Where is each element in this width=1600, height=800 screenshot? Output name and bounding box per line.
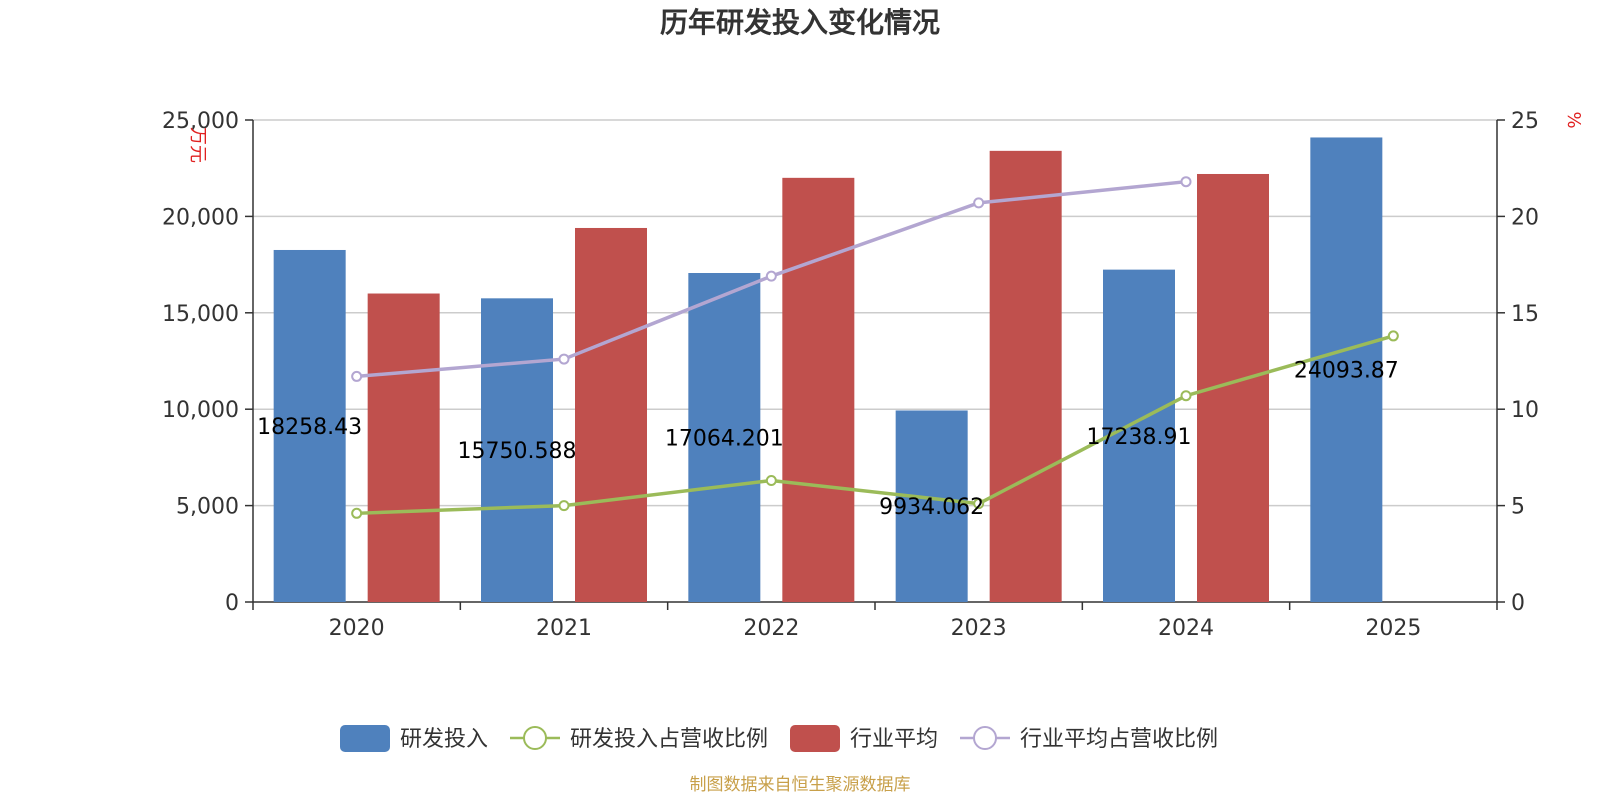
- bar-industry-2020: [367, 293, 440, 602]
- x-tick-label: 2020: [329, 616, 385, 641]
- legend: 研发投入 研发投入占营收比例 行业平均 行业平均占营收比例: [340, 725, 1218, 752]
- right-axis: 0 5 10 15 20 25: [1496, 109, 1539, 616]
- x-tick-label: 2021: [536, 616, 592, 641]
- left-tick-label: 10,000: [162, 398, 239, 423]
- line-point-1: [973, 498, 985, 510]
- right-tick-label: 20: [1511, 205, 1539, 230]
- data-label-2022: 17064.201: [665, 427, 784, 452]
- data-label-2021: 15750.588: [458, 439, 577, 464]
- x-axis: 2020 2021 2022 2023 2024 2025: [252, 601, 1498, 641]
- data-labels: 18258.43 15750.588 17064.201 9934.062 17238.…: [257, 359, 1399, 521]
- bar-rd-2022: [688, 273, 761, 602]
- line-point-1: [351, 507, 363, 519]
- bar-industry-2023: [989, 150, 1062, 602]
- legend-label-3: 行业平均占营收比例: [1020, 727, 1218, 752]
- source-note: 制图数据来自恒生聚源数据库: [690, 775, 911, 795]
- left-tick-label: 20,000: [162, 205, 239, 230]
- legend-swatch-marker-3: [973, 726, 997, 750]
- data-label-2024: 17238.91: [1087, 425, 1192, 450]
- left-tick-label: 0: [225, 591, 239, 616]
- lines: [351, 176, 1399, 519]
- bar-industry-2021: [575, 227, 647, 602]
- legend-swatch-2: [790, 725, 840, 752]
- line-point-1: [1180, 390, 1192, 402]
- line-point-3: [1180, 176, 1192, 188]
- line-point-3: [351, 370, 363, 382]
- legend-swatch-0: [340, 725, 390, 752]
- left-tick-label: 5,000: [176, 495, 239, 520]
- right-tick-label: 10: [1511, 398, 1539, 423]
- chart-title: 历年研发投入变化情况: [660, 6, 940, 39]
- right-tick-label: 0: [1511, 591, 1525, 616]
- line-point-1: [765, 475, 777, 487]
- x-tick-label: 2025: [1365, 616, 1421, 641]
- right-tick-label: 25: [1511, 109, 1539, 134]
- line-point-1: [558, 500, 570, 512]
- x-tick-label: 2024: [1158, 616, 1214, 641]
- line-point-1: [1387, 330, 1399, 342]
- bars: [273, 137, 1383, 602]
- legend-label-1: 研发投入占营收比例: [570, 727, 768, 752]
- bar-rd-2020: [273, 249, 346, 602]
- x-tick-label: 2023: [951, 616, 1007, 641]
- legend-label-2: 行业平均: [850, 727, 938, 752]
- bar-rd-2024: [1103, 269, 1175, 602]
- line-1: [356, 334, 1394, 516]
- data-label-2020: 18258.43: [257, 415, 362, 440]
- right-axis-unit: %: [1563, 111, 1584, 128]
- bar-rd-2025: [1310, 137, 1383, 602]
- bar-rd-2023: [895, 410, 968, 602]
- line-point-3: [765, 270, 777, 282]
- left-axis-unit: 万元: [187, 127, 208, 163]
- x-tick-label: 2022: [743, 616, 799, 641]
- line-point-3: [973, 197, 985, 209]
- data-label-2025: 24093.87: [1294, 359, 1399, 384]
- legend-label-0: 研发投入: [400, 727, 488, 752]
- line-point-3: [558, 353, 570, 365]
- bar-industry-2022: [782, 177, 855, 602]
- right-tick-label: 15: [1511, 302, 1539, 327]
- grid-lines: [253, 119, 1497, 507]
- bar-rd-2021: [481, 298, 553, 602]
- legend-swatch-marker-1: [523, 726, 547, 750]
- left-tick-label: 15,000: [162, 302, 239, 327]
- data-label-2023: 9934.062: [879, 495, 984, 520]
- left-axis: 0 5,000 10,000 15,000 20,000 25,000: [162, 109, 254, 616]
- right-tick-label: 5: [1511, 495, 1525, 520]
- left-tick-label: 25,000: [162, 109, 239, 134]
